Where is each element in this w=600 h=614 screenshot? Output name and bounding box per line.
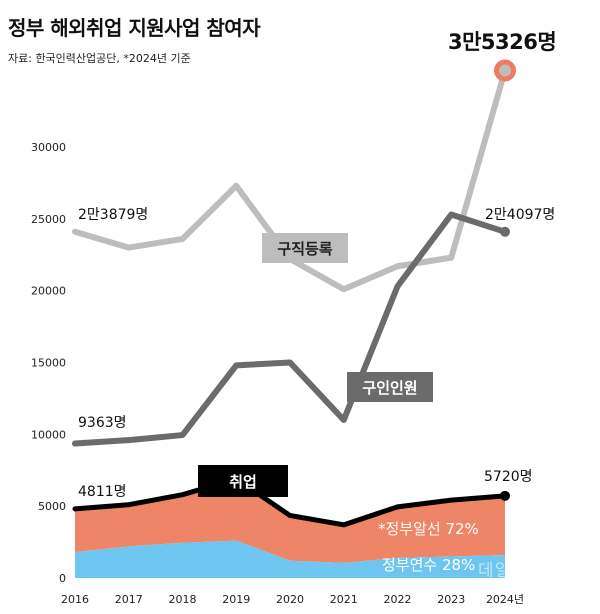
value-employed-end: 5720명 [484, 469, 533, 485]
y-tick-label: 5000 [38, 500, 66, 513]
area-training [75, 540, 505, 578]
chart-title: 정부 해외취업 지원사업 참여자 [8, 16, 261, 40]
line-openings [72, 211, 508, 447]
y-tick-label: 15000 [31, 357, 66, 370]
label-jobseekers-box: 구직등록 [262, 233, 348, 263]
x-tick-label: 2020 [276, 593, 304, 606]
y-tick-label: 20000 [31, 285, 66, 298]
label-placement: *정부알선 72% [378, 520, 479, 538]
label-employed: 취업 [229, 473, 257, 491]
watermark: 데일리안 [478, 561, 545, 581]
label-training: 정부연수 28% [382, 556, 475, 574]
y-tick-label: 25000 [31, 213, 66, 226]
x-tick-label: 2022 [384, 593, 412, 606]
y-tick-label: 30000 [31, 141, 66, 154]
x-tick-label: 2024년 [486, 593, 524, 606]
dot-jobseekers-peak [499, 64, 511, 77]
chart-source: 자료: 한국인력산업공단, *2024년 기준 [8, 52, 191, 65]
label-jobseekers: 구직등록 [277, 240, 332, 258]
label-openings-box: 구인인원 [347, 372, 433, 402]
x-tick-label: 2019 [222, 593, 250, 606]
area-placement [75, 478, 505, 563]
value-employed-start: 4811명 [78, 484, 127, 500]
x-tick-label: 2016 [61, 593, 89, 606]
dot-openings-end [500, 226, 510, 237]
label-openings: 구인인원 [362, 379, 417, 397]
peak-total-label: 3만5326명 [448, 30, 557, 54]
label-employed-box: 취업 [198, 465, 288, 497]
value-openings-start: 9363명 [78, 415, 127, 431]
x-tick-label: 2021 [330, 593, 358, 606]
y-tick-label: 10000 [31, 428, 66, 441]
line-employed [72, 476, 508, 528]
value-jobseekers-end: 2만4097명 [485, 207, 555, 223]
x-tick-label: 2017 [115, 593, 143, 606]
x-tick-label: 2023 [437, 593, 465, 606]
x-tick-label: 2018 [169, 593, 197, 606]
y-tick-label: 0 [59, 572, 66, 585]
value-jobseekers-start: 2만3879명 [78, 207, 148, 223]
dot-employed-end [500, 490, 510, 501]
